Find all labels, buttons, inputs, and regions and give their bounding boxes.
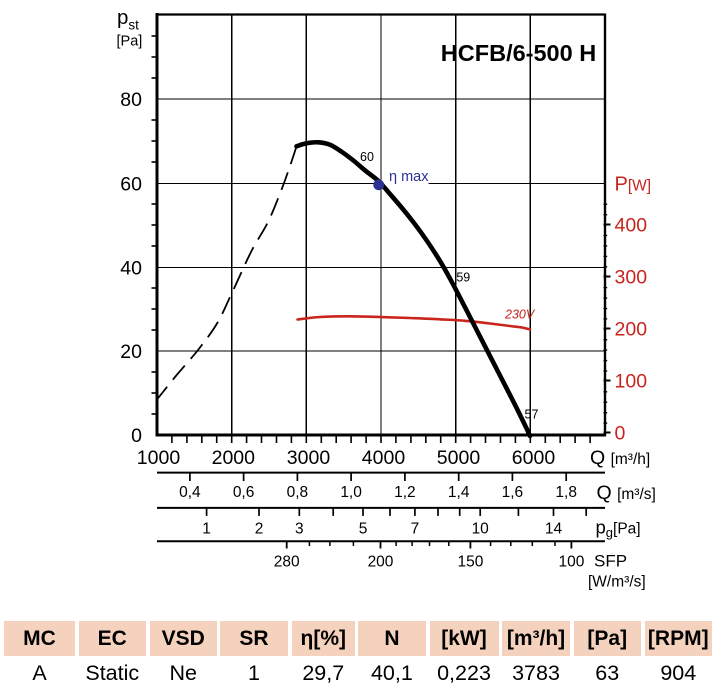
svg-text:200: 200: [615, 319, 648, 341]
svg-text:60: 60: [360, 150, 374, 164]
svg-text:0: 0: [615, 423, 626, 445]
svg-text:0: 0: [131, 425, 142, 447]
svg-text:SFP: SFP: [594, 552, 627, 571]
svg-text:40: 40: [120, 258, 142, 280]
svg-text:280: 280: [274, 554, 300, 571]
svg-text:5000: 5000: [437, 447, 481, 469]
svg-text:230V: 230V: [504, 308, 536, 322]
svg-text:0,8: 0,8: [287, 484, 309, 501]
svg-text:η max: η max: [389, 169, 429, 185]
svg-text:0,6: 0,6: [233, 484, 255, 501]
svg-text:1000: 1000: [137, 447, 181, 469]
svg-text:1,2: 1,2: [394, 484, 416, 501]
svg-text:2: 2: [255, 521, 264, 538]
svg-text:pst: pst: [117, 6, 139, 33]
svg-text:1,6: 1,6: [502, 484, 524, 501]
svg-text:Q [m³/h]: Q [m³/h]: [590, 447, 650, 469]
svg-text:3000: 3000: [287, 447, 331, 469]
svg-text:pg[Pa]: pg[Pa]: [596, 517, 641, 541]
svg-text:2000: 2000: [212, 447, 256, 469]
svg-text:HCFB/6-500 H: HCFB/6-500 H: [441, 40, 596, 66]
svg-text:5: 5: [359, 521, 368, 538]
svg-text:60: 60: [120, 174, 142, 196]
svg-text:200: 200: [368, 554, 394, 571]
svg-text:0,4: 0,4: [179, 484, 201, 501]
svg-text:6000: 6000: [512, 447, 556, 469]
svg-text:400: 400: [615, 215, 648, 237]
svg-text:100: 100: [558, 554, 584, 571]
svg-text:57: 57: [525, 408, 539, 422]
svg-text:14: 14: [545, 521, 563, 538]
svg-text:7: 7: [411, 521, 420, 538]
svg-text:20: 20: [120, 341, 142, 363]
svg-text:59: 59: [456, 271, 470, 285]
svg-text:1,4: 1,4: [448, 484, 470, 501]
svg-text:1: 1: [202, 521, 211, 538]
svg-text:1,0: 1,0: [340, 484, 362, 501]
svg-text:80: 80: [120, 89, 142, 111]
svg-text:300: 300: [615, 267, 648, 289]
svg-text:10: 10: [472, 521, 490, 538]
svg-text:3: 3: [295, 521, 304, 538]
svg-text:100: 100: [615, 371, 648, 393]
svg-text:Q [m³/s]: Q [m³/s]: [597, 482, 656, 504]
svg-text:4000: 4000: [362, 447, 406, 469]
svg-text:[W/m³/s]: [W/m³/s]: [588, 574, 646, 591]
svg-text:150: 150: [457, 554, 483, 571]
svg-text:1,8: 1,8: [555, 484, 577, 501]
svg-text:P[W]: P[W]: [615, 174, 652, 196]
svg-text:[Pa]: [Pa]: [117, 34, 143, 50]
